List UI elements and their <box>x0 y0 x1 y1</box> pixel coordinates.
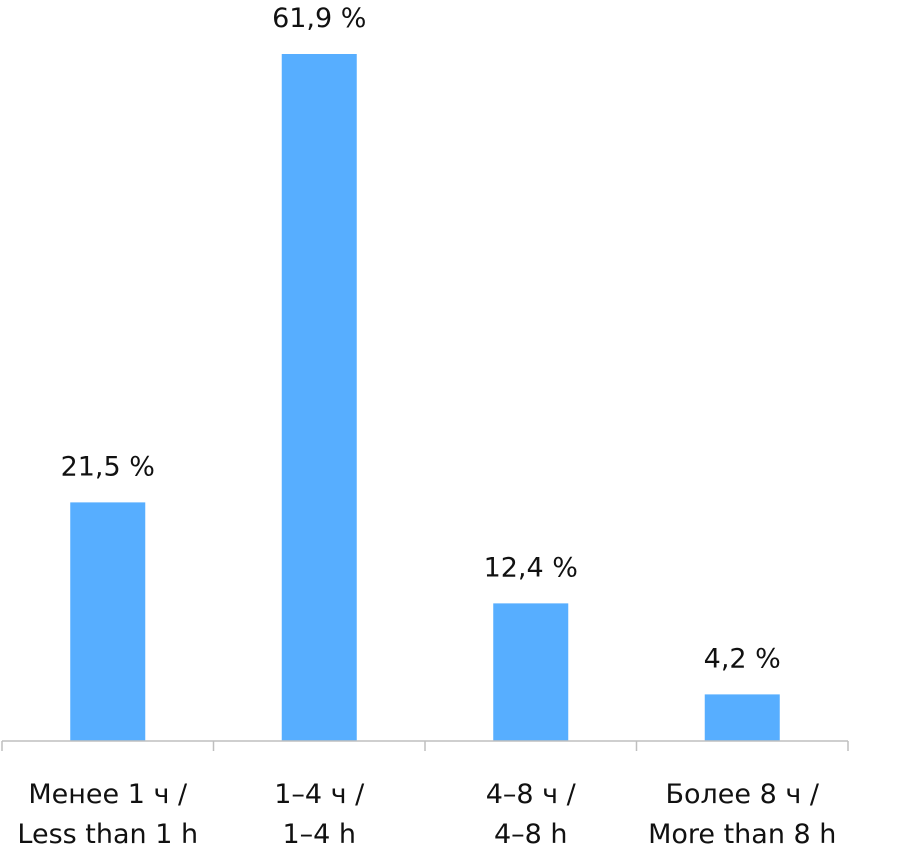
category-label: Less than 1 h <box>17 819 198 849</box>
bar <box>704 694 780 741</box>
bar <box>493 603 569 741</box>
value-labels-group: 21,5 % 61,9 % 12,4 % 4,2 % <box>61 3 781 674</box>
category-labels-group: Менее 1 ч / Less than 1 h 1–4 ч / 1–4 h 4–8 … <box>17 779 836 849</box>
data-label: 21,5 % <box>61 451 155 482</box>
category-label: 1–4 h <box>282 819 356 849</box>
data-label: 12,4 % <box>484 552 578 583</box>
x-axis-ticks <box>1 741 849 751</box>
category-label: 1–4 ч / <box>274 779 365 810</box>
data-label: 4,2 % <box>704 643 781 674</box>
category-label: Более 8 ч / <box>666 779 820 810</box>
data-label: 61,9 % <box>272 3 366 34</box>
bar <box>70 502 146 741</box>
bar <box>281 54 357 741</box>
bars-group <box>70 54 780 741</box>
category-label: Менее 1 ч / <box>28 779 188 810</box>
category-label: 4–8 h <box>494 819 568 849</box>
category-label: 4–8 ч / <box>486 779 577 810</box>
category-label: More than 8 h <box>648 819 836 849</box>
